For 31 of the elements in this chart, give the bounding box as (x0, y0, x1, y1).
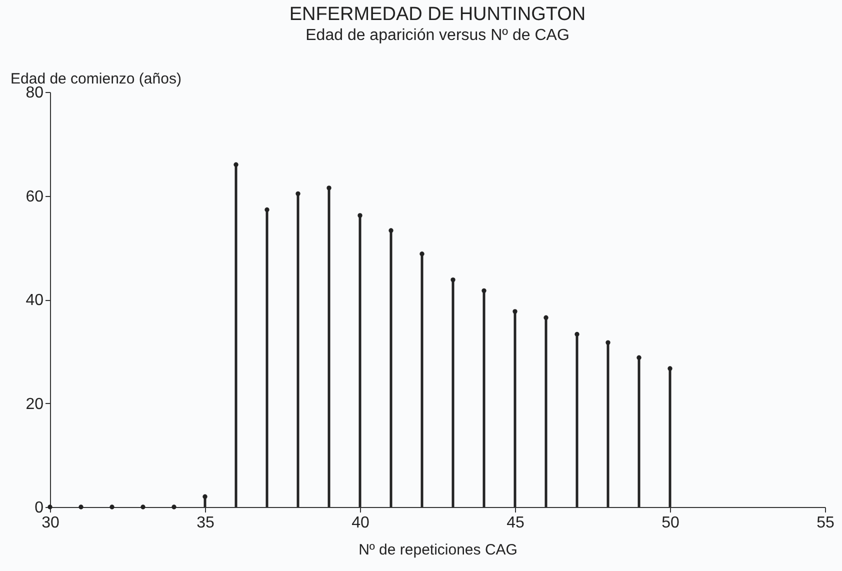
point (636, 355, 642, 360)
point (512, 309, 518, 314)
point (296, 191, 300, 196)
x-tick-label: 40 (352, 514, 370, 532)
y-tick-label: 40 (26, 292, 44, 309)
point (388, 228, 394, 233)
point (544, 315, 548, 320)
point (326, 186, 332, 190)
x-tick-label: 50 (662, 514, 680, 532)
y-axis-title: Edad de comienzo (años) (10, 70, 182, 88)
point (234, 162, 238, 167)
x-axis-title: Nº de repeticiones CAG (358, 542, 518, 558)
point (202, 494, 208, 499)
x-tick-label: 45 (506, 514, 524, 532)
x-tick-label: 35 (196, 514, 214, 532)
point (358, 213, 362, 218)
point (420, 252, 424, 256)
point (606, 340, 610, 345)
chart-title: ENFERMEDAD DE HUNTINGTON (289, 4, 586, 25)
chart-subtitle: Edad de aparición versus Nº de CAG (306, 27, 570, 44)
point (264, 207, 270, 212)
point (668, 366, 672, 371)
point (450, 277, 456, 282)
y-tick-label: 20 (26, 396, 44, 413)
point (574, 332, 580, 337)
point (482, 288, 486, 294)
y-tick-label: 60 (26, 188, 44, 206)
x-tick-label: 55 (816, 514, 834, 532)
x-tick-label: 30 (42, 514, 60, 532)
y-tick-label: 0 (34, 500, 44, 516)
y-tick-label: 80 (26, 84, 44, 102)
